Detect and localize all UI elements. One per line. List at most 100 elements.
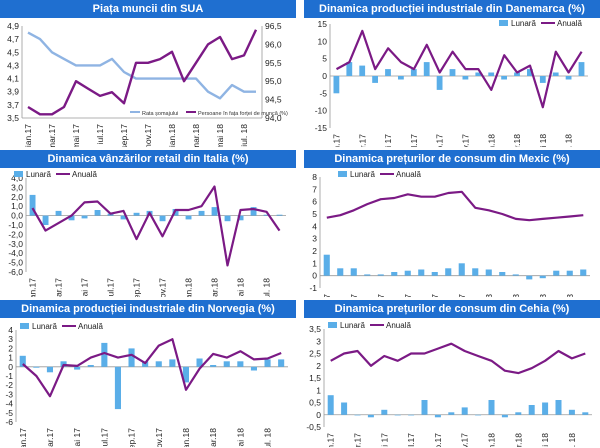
- bar-monthly: [155, 361, 162, 367]
- y-tick-label: 5: [322, 54, 327, 64]
- legend-bar-icon: [20, 323, 29, 329]
- bar-monthly: [278, 359, 285, 367]
- bar-monthly: [582, 412, 589, 415]
- bar-monthly: [445, 268, 452, 276]
- chart-title: Dinamica vânzărilor retail din Italia (%…: [0, 150, 296, 168]
- x-tick-label: ian.18: [184, 278, 194, 297]
- bar-monthly: [526, 275, 533, 280]
- bar-monthly: [101, 342, 108, 367]
- x-tick-label: iul.17: [99, 428, 109, 447]
- chart-panel-italy-retail: Dinamica vânzărilor retail din Italia (%…: [0, 150, 296, 297]
- chart-title: Dinamica producției industriale din Dane…: [304, 0, 600, 18]
- bar-monthly: [461, 407, 468, 415]
- bar-monthly: [565, 76, 572, 80]
- y-tick-label-left: 4,5: [7, 47, 19, 57]
- x-tick-label: ian.18: [487, 433, 497, 447]
- bar-monthly: [364, 274, 371, 276]
- chart-area: -0,5 0 0,5 1 1,5 2 2,5 3 3,5 Lunară Anuală ian.17 ma…: [306, 321, 592, 447]
- bar-monthly: [566, 270, 573, 276]
- legend-bar-icon: [328, 322, 337, 328]
- bar-monthly: [341, 402, 348, 415]
- x-tick-label: iul. 18: [567, 433, 577, 447]
- series-line-annual: [31, 185, 281, 267]
- series-line-annual: [22, 338, 282, 398]
- bar-monthly: [475, 72, 482, 76]
- bar-monthly: [323, 254, 330, 276]
- y-tick-label-left: 3,5: [7, 113, 19, 123]
- bar-monthly: [398, 76, 404, 80]
- bar-monthly: [475, 414, 482, 416]
- y-tick-label-left: 3,9: [7, 87, 19, 97]
- x-tick-label: mar.18: [511, 294, 521, 297]
- legend-label: Rata șomajului: [142, 111, 178, 117]
- bar-monthly: [408, 414, 415, 416]
- bar-monthly: [133, 212, 140, 216]
- bar-monthly: [128, 348, 135, 367]
- chart-panel-denmark-industrial: Dinamica producției industriale din Dane…: [304, 0, 600, 147]
- bar-monthly: [434, 414, 441, 418]
- x-tick-label: nov.17: [461, 134, 471, 147]
- bar-monthly: [359, 65, 366, 76]
- x-tick-label: nov.17: [457, 294, 467, 297]
- x-tick-label: sep.17: [119, 124, 129, 147]
- bar-monthly: [46, 366, 53, 373]
- bar-monthly: [237, 361, 244, 367]
- y-tick-label: 2,0: [11, 192, 23, 202]
- y-tick-label: 3: [316, 336, 321, 346]
- y-tick-label-left: 3,7: [7, 100, 19, 110]
- y-tick-label: -5: [319, 88, 327, 98]
- bar-monthly: [377, 274, 384, 276]
- y-tick-label: -3,0: [8, 239, 23, 249]
- y-tick-label: 3: [8, 334, 13, 344]
- x-tick-label: iul. 18: [263, 428, 273, 447]
- x-tick-label: mai 18: [538, 134, 548, 147]
- legend-label: Lunară: [26, 170, 51, 179]
- chart-area: -1 0 1 2 3 4 5 6 7 8 Lunară Anuală ian.17 mar.17 mai 1…: [309, 170, 590, 297]
- bar-monthly: [350, 268, 357, 276]
- x-tick-label: iul.17: [403, 294, 413, 297]
- y-tick-label: 2: [316, 361, 321, 371]
- y-tick-label: 2,5: [309, 349, 321, 359]
- bar-monthly: [276, 214, 283, 216]
- y-tick-label: 8: [312, 172, 317, 182]
- bar-monthly: [372, 76, 378, 83]
- y-tick-label: 0,0: [11, 211, 23, 221]
- x-tick-label: nov.17: [154, 428, 164, 447]
- bar-monthly: [488, 72, 495, 76]
- y-tick-label: 0: [8, 362, 13, 372]
- y-tick-label: -2,0: [8, 229, 23, 239]
- x-tick-label: mar.17: [357, 134, 367, 147]
- legend-label: Anuală: [557, 19, 582, 28]
- y-tick-label: 1,0: [11, 201, 23, 211]
- y-tick-label-right: 94,5: [265, 95, 282, 105]
- x-tick-label: mar.18: [512, 134, 522, 147]
- bar-monthly: [211, 207, 218, 216]
- series-line-annual: [326, 190, 584, 222]
- y-tick-label: -3: [5, 389, 13, 399]
- x-tick-label: mai 17: [383, 134, 393, 147]
- bar-monthly: [223, 361, 230, 367]
- legend-label: Anuală: [386, 321, 411, 330]
- bar-monthly: [499, 272, 506, 276]
- x-tick-label: mar.17: [353, 433, 363, 447]
- y-tick-label: 1: [312, 258, 317, 268]
- x-tick-label: iul.17: [409, 134, 419, 147]
- y-tick-label: -10: [315, 106, 328, 116]
- y-tick-label: 4,0: [11, 173, 23, 183]
- series-line-annual: [335, 29, 583, 109]
- x-tick-label: ian.18: [167, 124, 177, 147]
- y-tick-label-left: 4,3: [7, 60, 19, 70]
- y-tick-label: 0: [312, 271, 317, 281]
- x-tick-label: mai 18: [236, 278, 246, 297]
- y-tick-label: -4,0: [8, 248, 23, 258]
- y-tick-label: 1,5: [309, 373, 321, 383]
- y-tick-label: 2: [312, 246, 317, 256]
- bar-monthly: [542, 402, 549, 415]
- bar-monthly: [512, 274, 519, 276]
- bar-monthly: [198, 210, 205, 216]
- x-tick-label: sep.17: [433, 433, 443, 447]
- bar-monthly: [488, 400, 495, 415]
- bar-monthly: [458, 263, 465, 276]
- y-tick-label-left: 4,1: [7, 74, 19, 84]
